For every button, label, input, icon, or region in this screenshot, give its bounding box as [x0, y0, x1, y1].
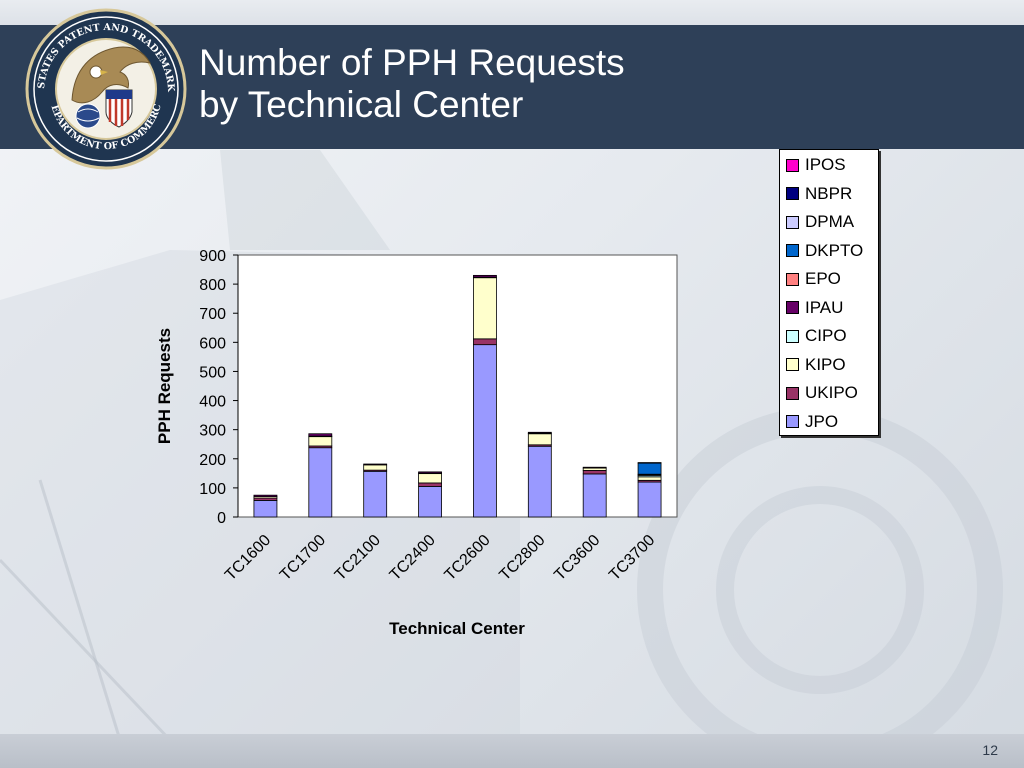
x-tick-label: TC3700 — [606, 532, 658, 584]
bar-segment-jpo-tc1700 — [308, 447, 333, 518]
legend-swatch — [786, 358, 799, 371]
y-axis: 0 100 200 300 400 500 600 700 800 900 — [199, 248, 239, 527]
y-tick-label: 400 — [199, 394, 226, 411]
y-tick-label: 700 — [199, 306, 226, 323]
legend-label: IPAU — [805, 297, 844, 317]
uspto-seal-logo: UNITED STATES PATENT AND TRADEMARK OFFIC… — [22, 8, 187, 170]
legend-label: JPO — [805, 411, 839, 431]
bar-segment-jpo-tc2800 — [527, 445, 552, 518]
legend-swatch — [786, 244, 799, 257]
bar-segment-ipau-tc2800 — [527, 431, 552, 434]
y-tick-label: 800 — [199, 277, 226, 294]
legend-swatch — [786, 158, 799, 172]
bar-segment-ipau-tc1700 — [308, 433, 333, 437]
bar-segment-ipau-tc1600 — [253, 494, 278, 498]
legend-label: UKIPO — [805, 383, 858, 402]
bar-segment-kipo-tc2800 — [527, 433, 552, 446]
legend-item-dpma: DPMA — [786, 212, 854, 232]
bar-segment-kipo-tc2400 — [418, 473, 442, 484]
legend-item-jpo: JPO — [786, 412, 838, 432]
legend-item-kipo: KIPO — [786, 355, 846, 375]
legend-item-cipo: CIPO — [786, 326, 847, 346]
plot-area — [237, 254, 678, 518]
legend-swatch — [786, 386, 799, 400]
bar-segment-jpo-tc3700 — [637, 481, 662, 518]
legend-item-ukipo: UKIPO — [786, 383, 858, 403]
y-tick-label: 900 — [199, 248, 226, 265]
title-line-1: Number of PPH Requests — [199, 42, 625, 83]
y-tick-label: 0 — [217, 510, 226, 527]
legend-item-epo: EPO — [786, 269, 841, 289]
bar-segment-kipo-tc3700 — [637, 476, 662, 481]
footer-bar — [0, 734, 1024, 768]
bar-segment-dkpto-tc3700 — [637, 462, 662, 475]
x-tick-label: TC2400 — [387, 532, 439, 584]
x-tick-label: TC2800 — [496, 532, 548, 584]
chart-legend: IPOS NBPR DPMA DKPTO EPO IPAU CIPO KIPO UKIPO JPO — [779, 149, 879, 436]
bar-segment-kipo-tc1700 — [308, 436, 333, 447]
y-tick-label: 200 — [199, 452, 226, 469]
bar-segment-ukipo-tc3600 — [582, 470, 607, 475]
legend-label: NBPR — [805, 183, 853, 203]
x-tick-label: TC3600 — [551, 532, 603, 584]
bar-segment-jpo-tc2400 — [418, 486, 442, 518]
slide-title: Number of PPH Requests by Technical Cent… — [199, 42, 625, 126]
legend-label: KIPO — [805, 354, 846, 374]
legend-item-ipos: IPOS — [786, 155, 846, 175]
page-number: 12 — [982, 742, 998, 758]
legend-swatch — [786, 215, 799, 229]
legend-swatch — [786, 329, 799, 343]
bar-segment-jpo-tc2100 — [363, 470, 388, 518]
x-tick-label: TC1700 — [277, 532, 329, 584]
y-tick-label: 100 — [199, 481, 226, 498]
legend-item-nbpr: NBPR — [786, 184, 852, 204]
x-tick-label: TC1600 — [222, 532, 274, 584]
y-axis-title: PPH Requests — [155, 328, 174, 444]
bar-segment-ipau-tc2400 — [418, 471, 442, 474]
x-tick-label: TC2100 — [332, 532, 384, 584]
x-axis: TC1600 TC1700 TC2100 TC2400 TC2600 TC2800 TC36… — [222, 532, 658, 584]
legend-label: DPMA — [805, 212, 855, 231]
y-tick-label: 500 — [199, 364, 226, 381]
y-tick-label: 600 — [199, 335, 226, 352]
bar-segment-jpo-tc3600 — [582, 473, 607, 518]
legend-label: CIPO — [805, 326, 847, 345]
bar-segment-ipau-tc2100 — [363, 463, 388, 466]
legend-item-ipau: IPAU — [786, 298, 843, 318]
legend-swatch — [786, 187, 799, 200]
bar-segment-dpma-tc3700 — [637, 462, 662, 464]
bar-segment-ipau-tc2600 — [473, 274, 497, 278]
bar-segment-ukipo-tc2600 — [473, 338, 497, 346]
bar-segment-jpo-tc2600 — [473, 344, 497, 518]
legend-item-dkpto: DKPTO — [786, 241, 863, 261]
bar-segment-kipo-tc2100 — [363, 464, 388, 471]
y-tick-label: 300 — [199, 423, 226, 440]
bar-segment-kipo-tc2600 — [473, 277, 497, 340]
title-line-2: by Technical Center — [199, 84, 524, 125]
legend-label: EPO — [805, 269, 841, 288]
x-tick-label: TC2600 — [441, 532, 493, 584]
bar-segment-ukipo-tc2400 — [418, 482, 442, 487]
bars-group — [253, 274, 662, 518]
legend-swatch — [786, 272, 799, 286]
legend-swatch — [786, 415, 799, 428]
top-strip — [0, 0, 1024, 25]
legend-label: IPOS — [805, 155, 846, 174]
bar-segment-ipau-tc3600 — [582, 466, 607, 469]
legend-swatch — [786, 301, 799, 314]
legend-label: DKPTO — [805, 240, 864, 260]
bar-segment-jpo-tc1600 — [253, 500, 278, 518]
x-axis-title: Technical Center — [389, 619, 525, 638]
